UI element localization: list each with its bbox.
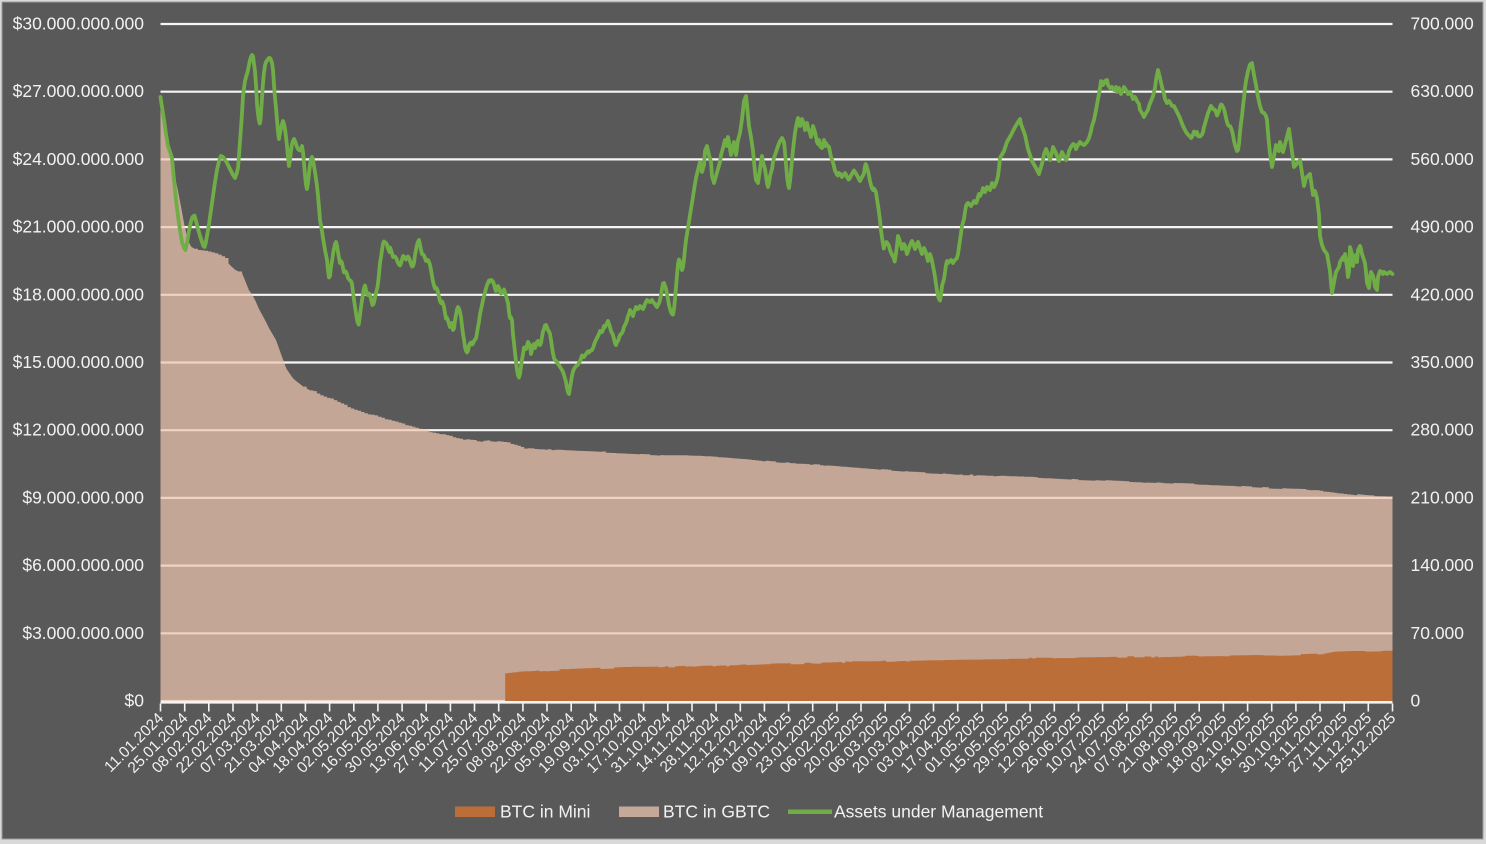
- svg-text:$6.000.000.000: $6.000.000.000: [22, 555, 144, 575]
- svg-text:Assets under Management: Assets under Management: [834, 802, 1043, 822]
- svg-text:$24.000.000.000: $24.000.000.000: [13, 149, 145, 169]
- svg-text:140.000: 140.000: [1411, 555, 1475, 575]
- svg-text:70.000: 70.000: [1411, 623, 1465, 643]
- svg-text:280.000: 280.000: [1411, 420, 1475, 440]
- svg-text:630.000: 630.000: [1411, 81, 1475, 101]
- svg-text:$30.000.000.000: $30.000.000.000: [13, 14, 145, 34]
- svg-text:$9.000.000.000: $9.000.000.000: [22, 487, 144, 507]
- svg-text:$21.000.000.000: $21.000.000.000: [13, 217, 145, 237]
- svg-text:420.000: 420.000: [1411, 284, 1475, 304]
- svg-text:$3.000.000.000: $3.000.000.000: [22, 623, 144, 643]
- svg-text:490.000: 490.000: [1411, 217, 1475, 237]
- svg-text:$12.000.000.000: $12.000.000.000: [13, 420, 145, 440]
- svg-text:$27.000.000.000: $27.000.000.000: [13, 81, 145, 101]
- svg-text:$0: $0: [125, 691, 145, 711]
- svg-text:BTC in Mini: BTC in Mini: [500, 802, 590, 822]
- svg-text:BTC in GBTC: BTC in GBTC: [663, 802, 770, 822]
- svg-text:$18.000.000.000: $18.000.000.000: [13, 284, 145, 304]
- svg-text:350.000: 350.000: [1411, 352, 1475, 372]
- svg-text:560.000: 560.000: [1411, 149, 1475, 169]
- svg-text:700.000: 700.000: [1411, 14, 1475, 34]
- svg-text:$15.000.000.000: $15.000.000.000: [13, 352, 145, 372]
- svg-text:210.000: 210.000: [1411, 487, 1475, 507]
- svg-text:0: 0: [1411, 691, 1421, 711]
